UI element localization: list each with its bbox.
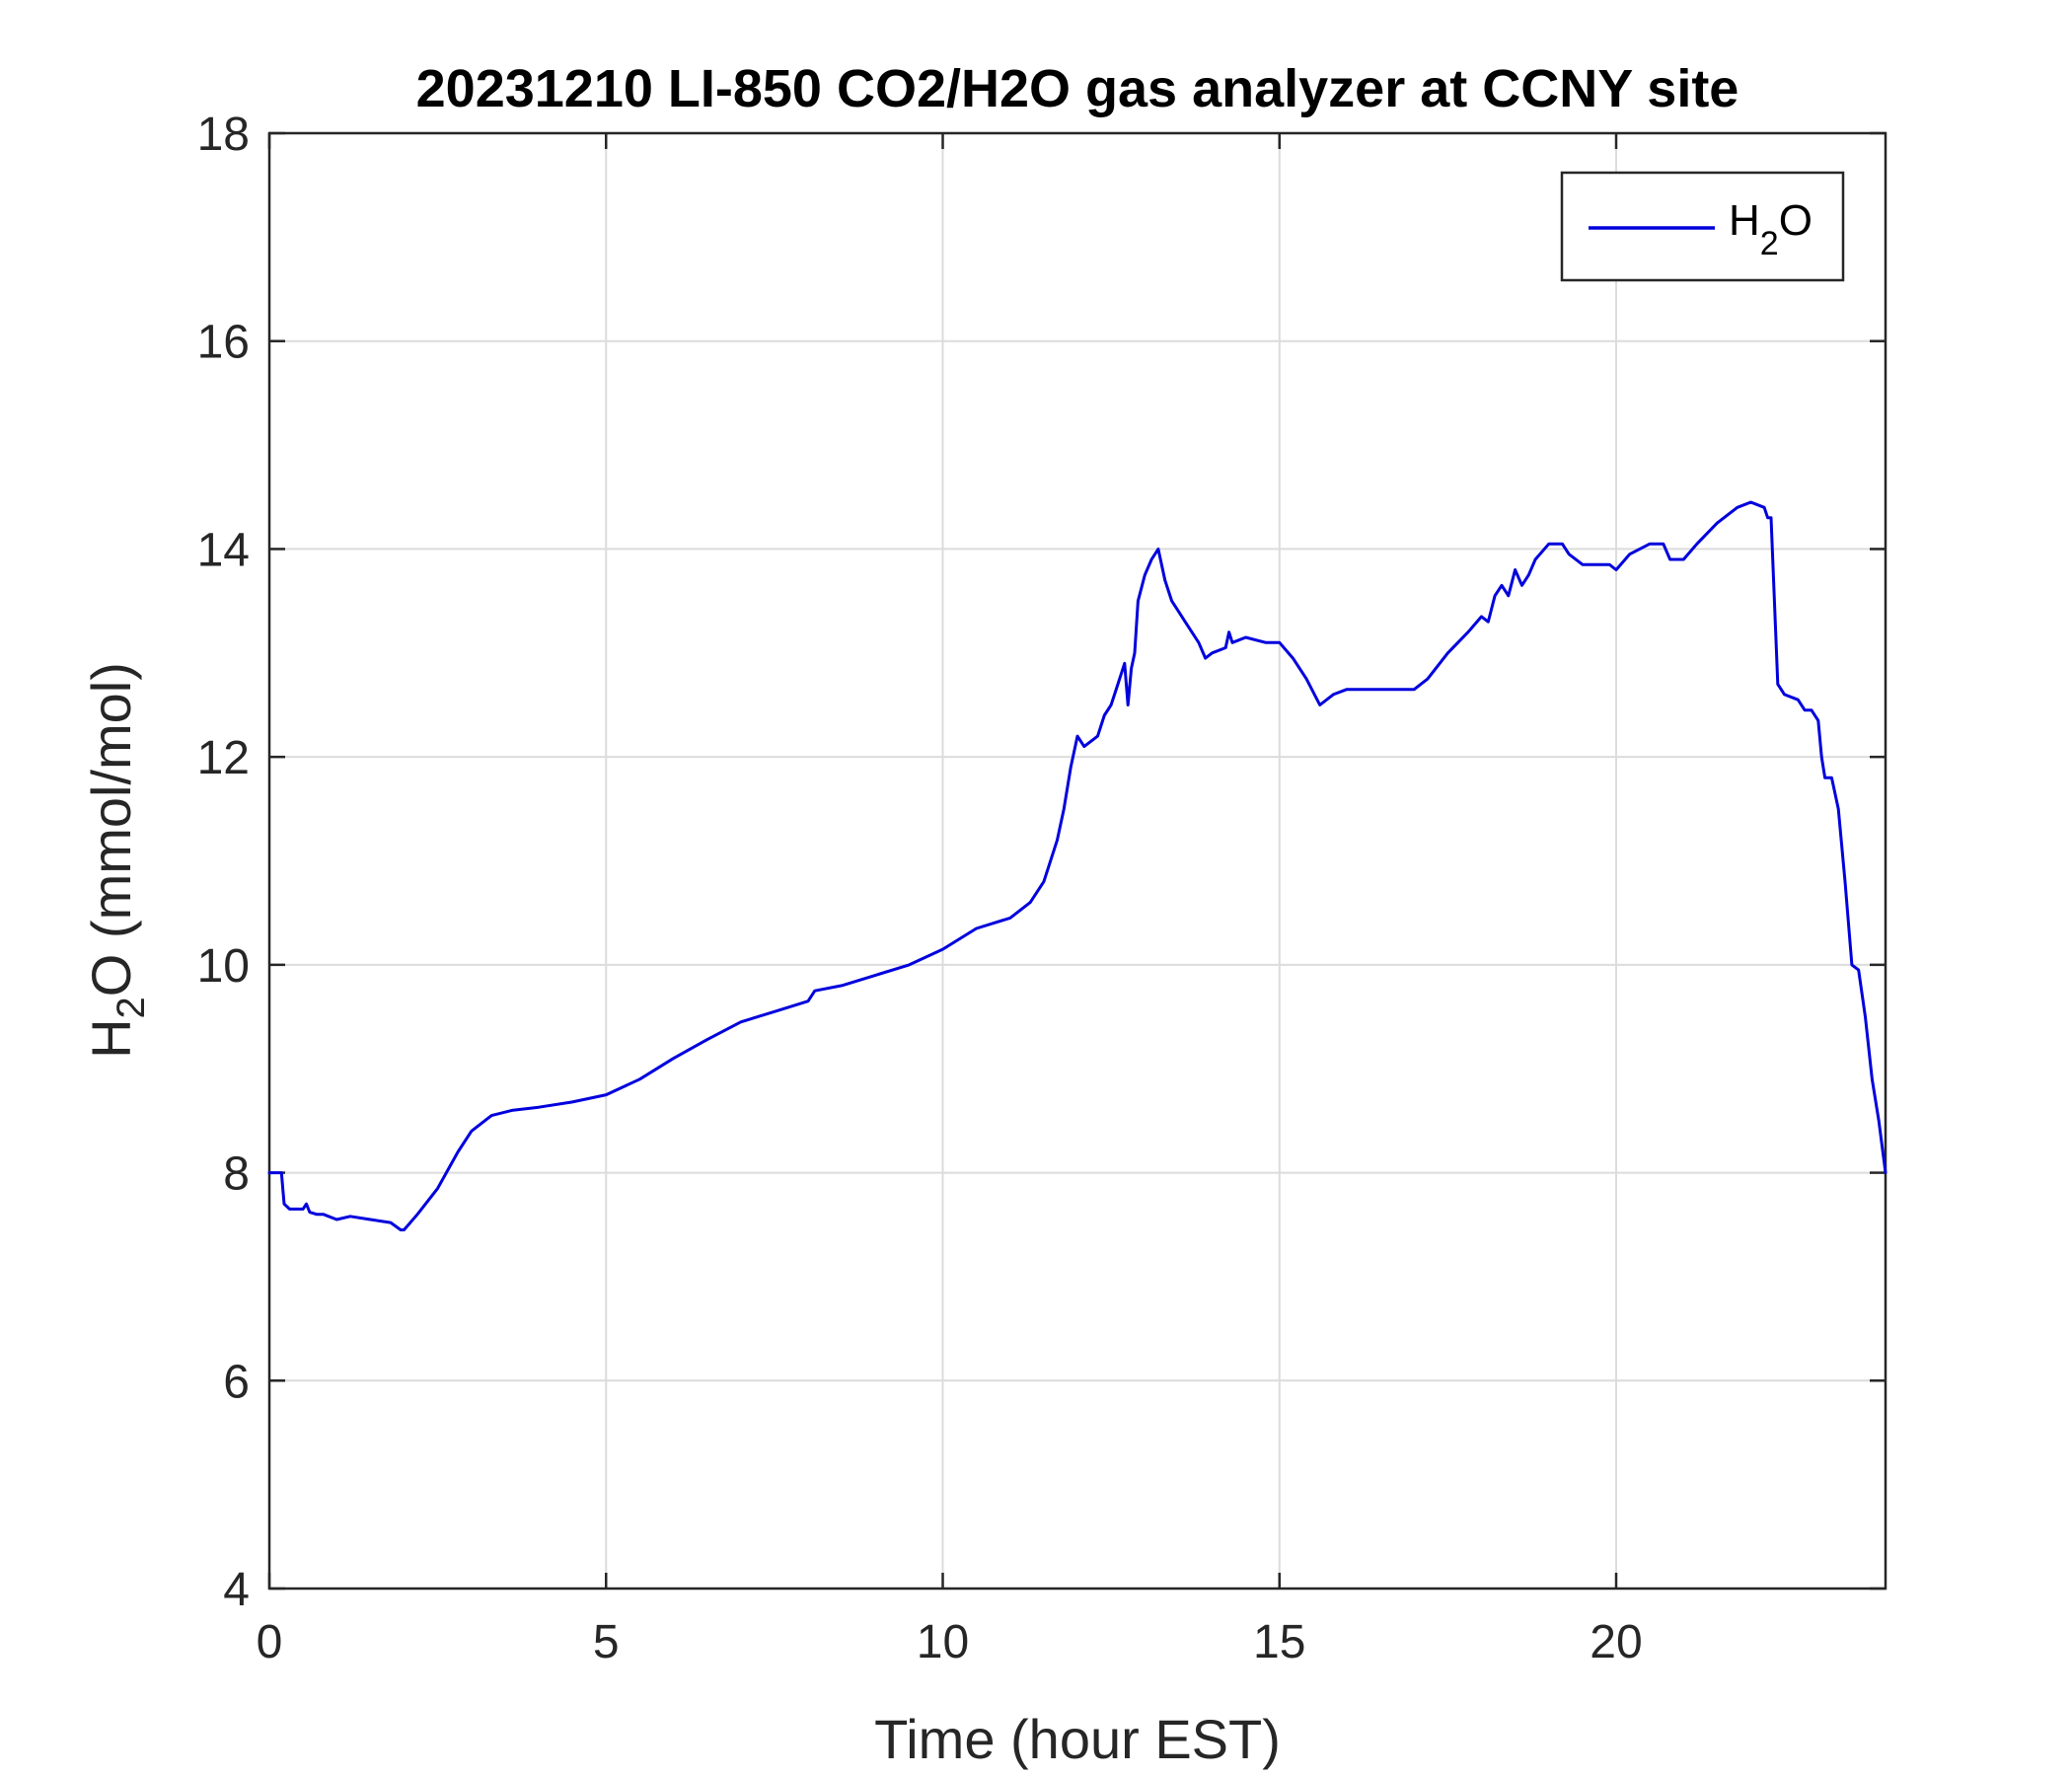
x-axis-label: Time (hour EST) (874, 1708, 1281, 1770)
x-tick-labels: 0 5 10 15 20 (257, 1616, 1643, 1668)
y-axis-label-main: H (80, 1018, 142, 1058)
y-tick-label: 16 (197, 317, 250, 369)
series-layer (267, 500, 1887, 1231)
y-axis-label-rest: O (mmol/mol) (80, 662, 142, 997)
legend-label-rest: O (1779, 196, 1813, 245)
grid-lines (269, 133, 1886, 1589)
y-tick-label: 12 (197, 732, 250, 784)
legend-label-main: H (1729, 196, 1760, 245)
legend: H2O (1560, 171, 1845, 282)
chart-title: 20231210 LI-850 CO2/H2O gas analyzer at … (416, 59, 1739, 118)
legend-label-sub: 2 (1760, 225, 1779, 262)
y-tick-label: 18 (197, 109, 250, 161)
y-tick-label: 6 (223, 1356, 250, 1408)
y-axis-label-sub: 2 (110, 997, 153, 1018)
plot-area (267, 131, 1887, 1591)
legend-label: H2O (1729, 196, 1813, 262)
y-axis-label: H2O (mmol/mol) (80, 662, 153, 1059)
y-tick-label: 10 (197, 940, 250, 993)
y-tick-label: 4 (223, 1564, 250, 1616)
x-tick-label: 5 (593, 1616, 620, 1668)
x-tick-label: 0 (257, 1616, 283, 1668)
series-line-h2o (267, 500, 1887, 1231)
x-tick-label: 15 (1253, 1616, 1305, 1668)
y-tick-label: 14 (197, 524, 250, 576)
tick-marks (267, 131, 1886, 1591)
x-tick-label: 20 (1590, 1616, 1642, 1668)
y-tick-label: 8 (223, 1148, 250, 1201)
x-tick-label: 10 (917, 1616, 969, 1668)
y-tick-labels: 4 6 8 10 12 14 16 18 (197, 109, 250, 1616)
